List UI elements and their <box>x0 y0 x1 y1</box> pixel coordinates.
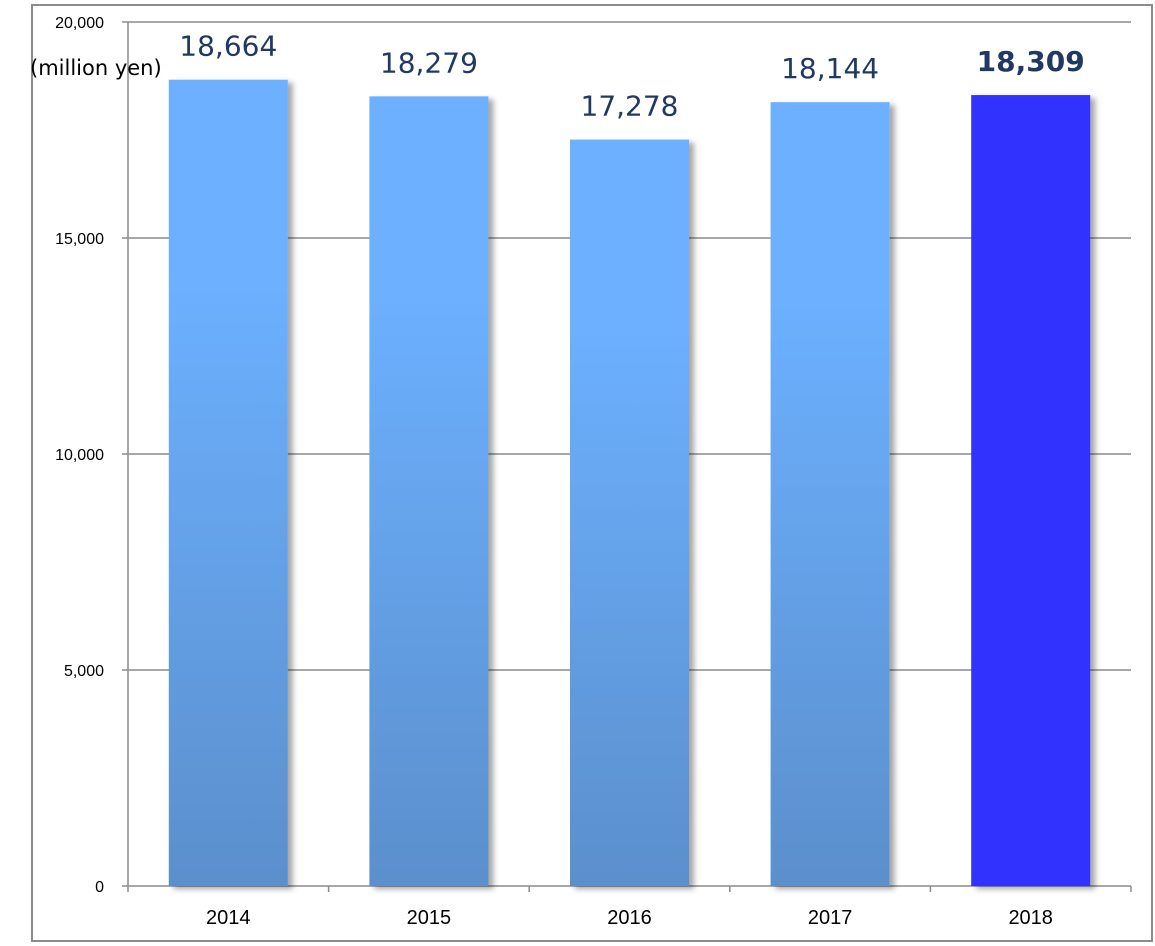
bar-2015 <box>369 96 489 887</box>
y-tick-label: 0 <box>95 879 104 896</box>
bars <box>168 79 1091 887</box>
labels: 18,664 2014 18,279 2015 17,278 2016 18,144 2017… <box>179 30 1084 929</box>
bar-2018 <box>971 95 1091 886</box>
bar-2016 <box>570 139 689 886</box>
data-label-2014: 18,664 <box>179 30 277 63</box>
bar-2014 <box>168 79 288 886</box>
y-tick-label: 20,000 <box>55 15 104 32</box>
x-tick-label-2015: 2015 <box>407 907 452 929</box>
x-tick-label-2014: 2014 <box>206 907 251 929</box>
bar-2017 <box>770 102 890 886</box>
x-tick-label-2017: 2017 <box>808 907 853 929</box>
y-tick-label: 15,000 <box>55 231 104 248</box>
data-label-2018: 18,309 <box>977 45 1085 78</box>
y-tick-label: 5,000 <box>64 663 104 680</box>
x-tick-label-2018: 2018 <box>1008 907 1053 929</box>
y-axis-unit-label: (million yen) <box>30 56 162 80</box>
data-label-2015: 18,279 <box>380 46 478 79</box>
data-label-2017: 18,144 <box>781 52 879 85</box>
data-label-2016: 17,278 <box>581 90 679 123</box>
x-tick-label-2016: 2016 <box>607 907 652 929</box>
y-tick-label: 10,000 <box>55 447 104 464</box>
